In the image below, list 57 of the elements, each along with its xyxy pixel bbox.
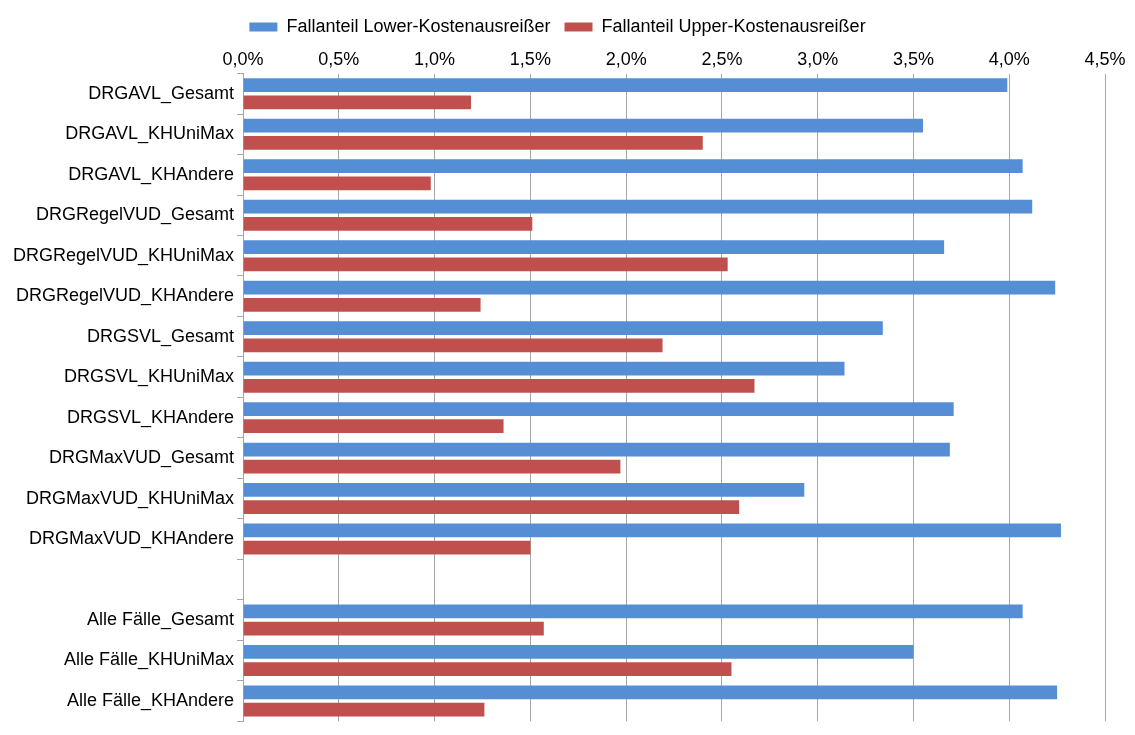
bar (243, 378, 755, 393)
bar (243, 645, 914, 659)
y-tick-label: DRGRegelVUD_KHAndere (15, 285, 235, 307)
y-tick-label: DRGSVL_Gesamt (87, 325, 235, 347)
x-tick-label: 4,5% (1084, 48, 1126, 69)
bar (243, 321, 883, 335)
bar (243, 176, 431, 191)
bar (243, 95, 471, 110)
y-tick-label: Alle Fälle_KHAndere (66, 689, 235, 711)
x-tick-label: 0,5% (318, 48, 360, 69)
bar (243, 500, 740, 515)
bar (243, 442, 950, 457)
y-tick-label: DRGRegelVUD_Gesamt (36, 204, 235, 226)
bar (243, 136, 703, 150)
y-tick-label: DRGAVL_KHUniMax (65, 123, 235, 145)
bar (243, 702, 485, 717)
legend-label: Fallanteil Upper-Kostenausreißer (601, 15, 866, 36)
y-tick-label: DRGSVL_KHUniMax (64, 366, 235, 388)
bar (243, 338, 663, 353)
y-tick-label: DRGMaxVUD_KHUniMax (26, 487, 235, 509)
legend-label: Fallanteil Lower-Kostenausreißer (286, 15, 551, 36)
y-tick-label: DRGMaxVUD_KHAndere (28, 528, 235, 550)
bar (243, 118, 924, 133)
x-tick-label: 3,5% (892, 48, 934, 69)
x-tick-label: 0,0% (222, 48, 264, 69)
bar (243, 685, 1058, 700)
bar (243, 240, 945, 255)
y-tick-label: DRGAVL_KHAndere (68, 163, 235, 185)
bar (243, 361, 845, 376)
bar (243, 159, 1023, 174)
y-tick-label: Alle Fälle_Gesamt (87, 608, 235, 630)
bar (243, 216, 533, 231)
bar (243, 280, 1056, 295)
bar (243, 402, 954, 416)
y-tick-label: Alle Fälle_KHUniMax (64, 649, 235, 671)
y-tick-label: DRGSVL_KHAndere (66, 406, 235, 428)
y-tick-label: DRGMaxVUD_Gesamt (49, 447, 235, 469)
bar (243, 523, 1061, 538)
y-tick-label: DRGRegelVUD_KHUniMax (13, 244, 235, 266)
bar (243, 199, 1033, 214)
x-tick-label: 2,0% (605, 48, 647, 69)
y-tick-label: DRGAVL_Gesamt (88, 82, 235, 104)
bar (243, 297, 481, 312)
x-tick-label: 1,0% (414, 48, 456, 69)
bar (243, 419, 504, 434)
x-tick-label: 4,0% (988, 48, 1030, 69)
bar (243, 257, 728, 272)
x-tick-label: 2,5% (701, 48, 743, 69)
bar (243, 459, 621, 474)
bar (243, 604, 1023, 619)
bar (243, 78, 1008, 93)
bar (243, 621, 544, 636)
x-tick-label: 1,5% (509, 48, 551, 69)
bar (243, 483, 805, 497)
bar (243, 662, 732, 676)
bar (243, 540, 531, 555)
x-tick-label: 3,0% (797, 48, 839, 69)
